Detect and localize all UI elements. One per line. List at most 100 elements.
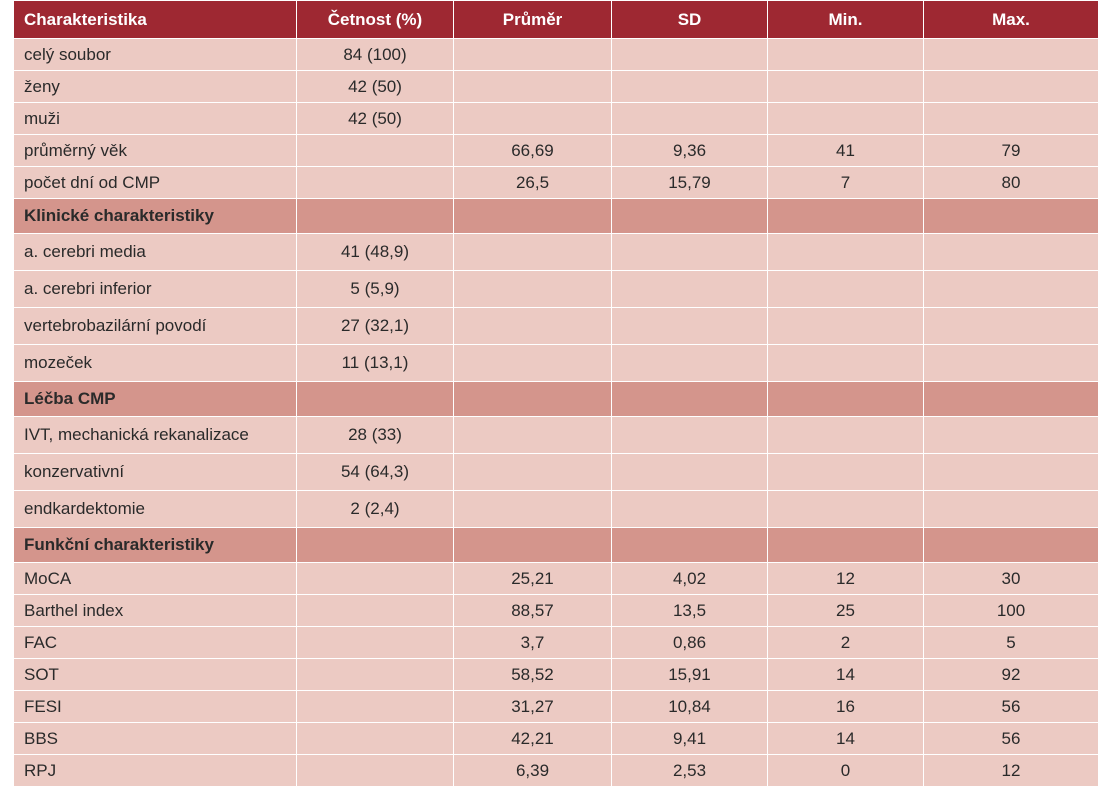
cell-charakteristika: IVT, mechanická rekanalizace <box>13 416 297 454</box>
table-row: a. cerebri inferior 5 (5,9) <box>13 270 1099 308</box>
cell-sd <box>611 70 768 103</box>
section-cell-empty <box>923 381 1099 417</box>
cell-min <box>767 233 924 271</box>
cell-max: 5 <box>923 626 1099 659</box>
table-row: celý soubor 84 (100) <box>13 38 1099 71</box>
table-row: ženy 42 (50) <box>13 70 1099 103</box>
cell-charakteristika: FAC <box>13 626 297 659</box>
cell-sd <box>611 102 768 135</box>
cell-sd: 15,91 <box>611 658 768 691</box>
cell-prumer <box>453 270 612 308</box>
section-cell-empty <box>923 527 1099 563</box>
cell-max <box>923 307 1099 345</box>
cell-sd: 0,86 <box>611 626 768 659</box>
header-cell-sd: SD <box>611 0 768 39</box>
cell-max <box>923 233 1099 271</box>
cell-charakteristika: počet dní od CMP <box>13 166 297 199</box>
cell-sd <box>611 270 768 308</box>
table-row: FESI 31,27 10,84 16 56 <box>13 690 1099 723</box>
cell-charakteristika: FESI <box>13 690 297 723</box>
table-row: endkardektomie 2 (2,4) <box>13 490 1099 528</box>
table-row: MoCA 25,21 4,02 12 30 <box>13 562 1099 595</box>
cell-cetnost: 28 (33) <box>296 416 454 454</box>
section-row: Funkční charakteristiky <box>13 527 1099 563</box>
cell-min <box>767 307 924 345</box>
cell-charakteristika: RPJ <box>13 754 297 787</box>
cell-min <box>767 70 924 103</box>
cell-charakteristika: MoCA <box>13 562 297 595</box>
cell-cetnost: 11 (13,1) <box>296 344 454 382</box>
section-row: Klinické charakteristiky <box>13 198 1099 234</box>
cell-max: 12 <box>923 754 1099 787</box>
cell-cetnost: 27 (32,1) <box>296 307 454 345</box>
cell-prumer <box>453 70 612 103</box>
table-row: RPJ 6,39 2,53 0 12 <box>13 754 1099 787</box>
cell-sd <box>611 490 768 528</box>
table-body: celý soubor 84 (100) ženy 42 (50) muži 42 (50… <box>13 38 1099 787</box>
cell-cetnost <box>296 754 454 787</box>
cell-prumer: 88,57 <box>453 594 612 627</box>
cell-cetnost: 5 (5,9) <box>296 270 454 308</box>
table-row: IVT, mechanická rekanalizace 28 (33) <box>13 416 1099 454</box>
cell-max: 100 <box>923 594 1099 627</box>
cell-max: 92 <box>923 658 1099 691</box>
cell-max <box>923 38 1099 71</box>
cell-prumer: 26,5 <box>453 166 612 199</box>
cell-max: 79 <box>923 134 1099 167</box>
cell-cetnost: 84 (100) <box>296 38 454 71</box>
table-row: SOT 58,52 15,91 14 92 <box>13 658 1099 691</box>
cell-sd <box>611 416 768 454</box>
cell-sd <box>611 233 768 271</box>
cell-prumer: 42,21 <box>453 722 612 755</box>
cell-max: 56 <box>923 690 1099 723</box>
cell-sd: 15,79 <box>611 166 768 199</box>
cell-max <box>923 102 1099 135</box>
header-cell-cetnost: Četnost (%) <box>296 0 454 39</box>
cell-sd: 4,02 <box>611 562 768 595</box>
cell-cetnost <box>296 690 454 723</box>
section-cell-empty <box>611 381 768 417</box>
table-row: muži 42 (50) <box>13 102 1099 135</box>
cell-cetnost <box>296 134 454 167</box>
cell-cetnost: 54 (64,3) <box>296 453 454 491</box>
section-row: Léčba CMP <box>13 381 1099 417</box>
cell-charakteristika: průměrný věk <box>13 134 297 167</box>
cell-cetnost: 41 (48,9) <box>296 233 454 271</box>
cell-min: 12 <box>767 562 924 595</box>
cell-max <box>923 344 1099 382</box>
cell-prumer: 58,52 <box>453 658 612 691</box>
cell-charakteristika: vertebrobazilární povodí <box>13 307 297 345</box>
cell-min <box>767 490 924 528</box>
cell-min <box>767 38 924 71</box>
cell-min: 2 <box>767 626 924 659</box>
cell-sd: 13,5 <box>611 594 768 627</box>
characteristics-table: Charakteristika Četnost (%) Průměr SD Mi… <box>13 0 1099 787</box>
section-cell-empty <box>453 381 612 417</box>
cell-prumer <box>453 307 612 345</box>
table-row: konzervativní 54 (64,3) <box>13 453 1099 491</box>
section-cell-empty <box>296 527 454 563</box>
table-row: BBS 42,21 9,41 14 56 <box>13 722 1099 755</box>
header-cell-charakteristika: Charakteristika <box>13 0 297 39</box>
cell-charakteristika: konzervativní <box>13 453 297 491</box>
cell-prumer: 31,27 <box>453 690 612 723</box>
cell-prumer <box>453 453 612 491</box>
cell-min <box>767 344 924 382</box>
section-cell-empty <box>296 381 454 417</box>
cell-prumer <box>453 490 612 528</box>
cell-min: 25 <box>767 594 924 627</box>
cell-min <box>767 416 924 454</box>
section-cell-empty <box>453 527 612 563</box>
cell-min: 0 <box>767 754 924 787</box>
cell-max: 30 <box>923 562 1099 595</box>
cell-prumer <box>453 102 612 135</box>
section-title: Funkční charakteristiky <box>13 527 297 563</box>
cell-min: 41 <box>767 134 924 167</box>
cell-charakteristika: BBS <box>13 722 297 755</box>
section-cell-empty <box>923 198 1099 234</box>
cell-prumer: 66,69 <box>453 134 612 167</box>
cell-cetnost: 42 (50) <box>296 70 454 103</box>
characteristics-table-container: Charakteristika Četnost (%) Průměr SD Mi… <box>13 0 1099 787</box>
cell-min: 14 <box>767 658 924 691</box>
cell-max: 56 <box>923 722 1099 755</box>
